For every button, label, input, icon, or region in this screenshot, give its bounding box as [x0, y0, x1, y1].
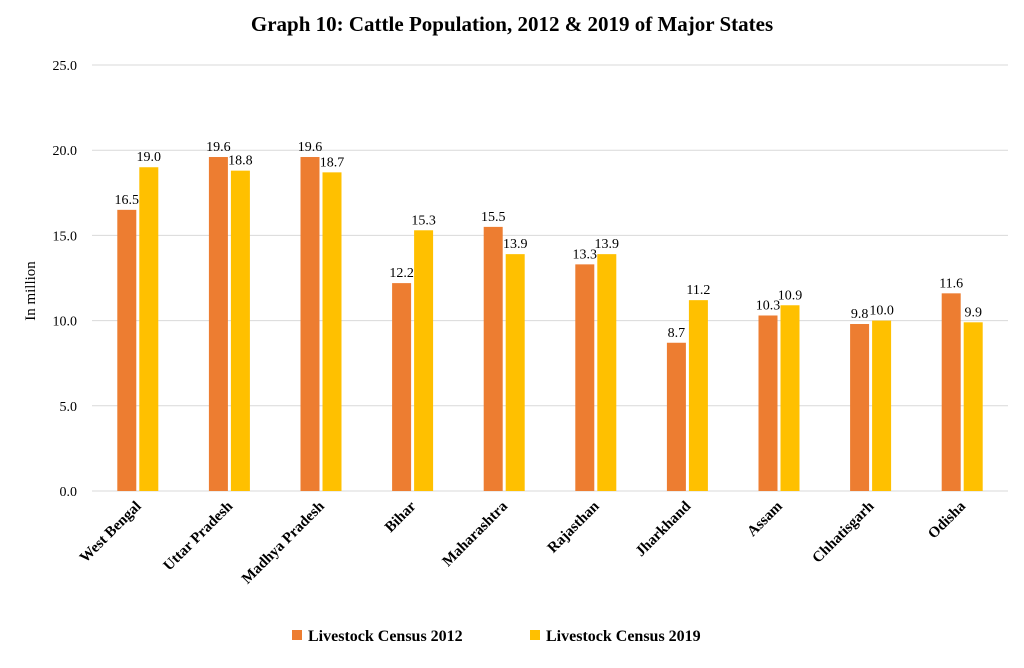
data-label: 13.9: [595, 237, 620, 252]
bar: [117, 209, 137, 491]
data-label: 13.9: [503, 237, 528, 252]
legend-swatch: [292, 630, 302, 640]
bar: [941, 293, 961, 491]
bar: [230, 170, 250, 491]
data-label: 19.0: [137, 150, 162, 165]
x-tick-label: Uttar Pradesh: [161, 498, 237, 574]
bar: [505, 254, 525, 491]
x-tick-label: West Bengal: [77, 499, 145, 567]
bar: [483, 226, 503, 491]
bars: [117, 157, 983, 492]
data-label: 18.7: [320, 155, 345, 170]
x-tick-label: Jharkhand: [633, 498, 695, 560]
x-tick-label: Madhya Pradesh: [239, 498, 328, 587]
data-label: 10.3: [756, 298, 781, 313]
data-label: 9.8: [851, 307, 869, 322]
bar: [963, 322, 983, 491]
y-tick-label: 10.0: [53, 315, 78, 330]
data-label: 8.7: [668, 326, 686, 341]
bar: [575, 264, 595, 491]
legend-label: Livestock Census 2019: [546, 628, 701, 645]
bar: [414, 230, 434, 491]
x-tick-label: Chhatisgarh: [810, 498, 878, 566]
bar: [850, 324, 870, 491]
data-label: 10.0: [869, 304, 894, 319]
x-tick-label: Rajasthan: [545, 498, 603, 556]
data-label: 18.8: [228, 154, 253, 169]
data-label: 12.2: [389, 266, 414, 281]
bar: [758, 315, 778, 491]
bar: [300, 157, 320, 492]
y-tick-label: 20.0: [53, 144, 78, 159]
legend: Livestock Census 2012 Livestock Census 20…: [292, 628, 701, 645]
y-axis-label: In million: [23, 261, 39, 321]
bar: [139, 167, 159, 492]
data-label: 9.9: [964, 305, 982, 320]
bar: [872, 320, 892, 491]
data-labels: 16.519.019.618.819.618.712.215.3 15.513.9…: [115, 140, 982, 341]
bar: [392, 283, 412, 491]
x-tick-label: Bihar: [382, 498, 419, 535]
data-label: 16.5: [115, 193, 140, 208]
y-tick-label: 15.0: [53, 229, 78, 244]
y-tick-label: 5.0: [60, 400, 78, 415]
data-label: 13.3: [573, 247, 598, 262]
y-tick-label: 25.0: [53, 59, 78, 74]
legend-swatch: [530, 630, 540, 640]
x-axis-ticks: West Bengal Uttar Pradesh Madhya Pradesh Bi…: [77, 498, 969, 587]
bar: [780, 305, 800, 491]
bar: [322, 172, 342, 492]
chart-title: Graph 10: Cattle Population, 2012 & 2019…: [251, 12, 773, 36]
x-tick-label: Odisha: [925, 498, 969, 542]
bar: [208, 157, 228, 492]
data-label: 15.5: [481, 210, 506, 225]
y-axis-ticks: 0.0 5.0 10.0 15.0 20.0 25.0: [53, 59, 78, 500]
data-label: 10.9: [778, 288, 803, 303]
data-label: 19.6: [206, 140, 231, 155]
data-label: 15.3: [411, 213, 436, 228]
bar: [666, 342, 686, 491]
bar: [688, 300, 708, 491]
bar: [597, 254, 617, 491]
legend-label: Livestock Census 2012: [308, 628, 463, 645]
data-label: 19.6: [298, 140, 323, 155]
data-label: 11.6: [939, 276, 963, 291]
gridlines: [92, 64, 1008, 492]
x-tick-label: Assam: [744, 498, 786, 540]
y-tick-label: 0.0: [60, 485, 78, 500]
x-tick-label: Maharashtra: [440, 498, 512, 570]
data-label: 11.2: [686, 283, 710, 298]
